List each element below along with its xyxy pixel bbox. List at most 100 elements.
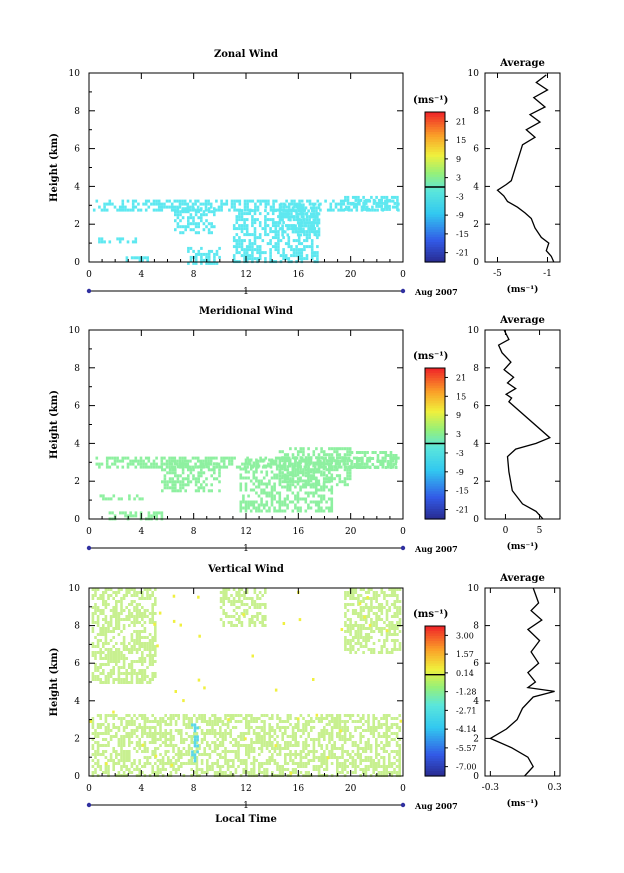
- heatmap-cell: [122, 765, 126, 768]
- heatmap-cell: [125, 726, 128, 729]
- heatmap-cell: [381, 465, 385, 469]
- heatmap-cell: [330, 479, 334, 483]
- heatmap-cell: [276, 735, 279, 738]
- heatmap-cell: [285, 199, 288, 203]
- heatmap-cell: [393, 633, 397, 636]
- date-label: Aug 2007: [414, 544, 458, 554]
- heatmap-cell: [137, 202, 140, 206]
- heatmap-cell: [382, 771, 386, 774]
- average-y-tick-label: 6: [473, 145, 479, 155]
- heatmap-cell: [317, 483, 321, 487]
- heatmap-cell: [280, 208, 283, 212]
- heatmap-cell: [382, 756, 386, 759]
- heatmap-cell: [315, 738, 318, 741]
- heatmap-cell: [380, 756, 383, 759]
- heatmap-cell: [91, 732, 95, 735]
- heatmap-cell: [197, 249, 201, 253]
- heatmap-cell: [213, 771, 217, 774]
- heatmap-cell: [151, 672, 154, 675]
- heatmap-cell: [222, 624, 225, 627]
- heatmap-cell: [187, 759, 191, 762]
- heatmap-cell: [383, 195, 386, 199]
- heatmap-cell: [135, 735, 139, 738]
- heatmap-cell: [281, 765, 284, 768]
- heatmap-cell: [226, 750, 230, 753]
- heatmap-cell: [160, 465, 164, 469]
- heatmap-cell: [130, 717, 134, 720]
- heatmap-cell: [342, 202, 346, 206]
- heatmap-cell: [148, 588, 152, 591]
- heatmap-cell: [197, 595, 200, 599]
- heatmap-cell: [328, 741, 331, 744]
- heatmap-cell: [294, 209, 297, 213]
- heatmap-cell: [273, 506, 276, 510]
- heatmap-cell: [304, 726, 308, 729]
- heatmap-cell: [251, 603, 254, 606]
- heatmap-cell: [281, 509, 284, 513]
- heatmap-cell: [388, 753, 391, 756]
- heatmap-cell: [193, 714, 196, 717]
- heatmap-cell: [182, 738, 186, 741]
- heatmap-cell: [133, 732, 136, 735]
- heatmap-cell: [335, 447, 339, 451]
- heatmap-cell: [372, 762, 375, 765]
- heatmap-cell: [273, 461, 276, 465]
- heatmap-cell: [128, 723, 131, 726]
- heatmap-cell: [304, 762, 308, 765]
- heatmap-cell: [304, 471, 308, 475]
- heatmap-cell: [296, 467, 300, 471]
- x-tick-label: 16: [293, 784, 305, 794]
- heatmap-cell: [238, 227, 241, 231]
- heatmap-cell: [200, 762, 204, 765]
- heatmap-cell: [99, 494, 103, 498]
- heatmap-cell: [238, 465, 242, 469]
- heatmap-cell: [130, 636, 134, 639]
- heatmap-cell: [226, 720, 230, 723]
- heatmap-cell: [244, 467, 248, 471]
- heatmap-cell: [167, 738, 170, 741]
- colorbar-segment: [425, 169, 445, 173]
- heatmap-cell: [375, 747, 378, 750]
- heatmap-cell: [296, 218, 300, 222]
- heatmap-cell: [219, 729, 222, 732]
- heatmap-cell: [209, 459, 213, 463]
- heatmap-cell: [112, 747, 115, 750]
- heatmap-cell: [138, 714, 141, 717]
- heatmap-cell: [235, 594, 238, 597]
- heatmap-cell: [330, 503, 334, 507]
- average-title: Average: [499, 58, 545, 69]
- heatmap-cell: [336, 768, 339, 771]
- heatmap-cell: [295, 254, 298, 258]
- heatmap-cell: [96, 714, 100, 717]
- heatmap-cell: [184, 210, 187, 214]
- heatmap-cell: [177, 729, 180, 732]
- heatmap-cell: [238, 209, 241, 213]
- heatmap-cell: [336, 756, 339, 759]
- heatmap-cell: [108, 465, 112, 469]
- heatmap-cell: [304, 753, 308, 756]
- heatmap-cell: [258, 753, 261, 756]
- heatmap-cell: [383, 597, 386, 600]
- heatmap-cell: [330, 750, 334, 753]
- heatmap-cell: [359, 720, 362, 723]
- colorbar-segment: [425, 142, 445, 146]
- heatmap-cell: [197, 252, 201, 256]
- heatmap-cell: [96, 666, 100, 669]
- heatmap-cell: [141, 651, 144, 654]
- heatmap-cell: [176, 480, 180, 484]
- heatmap-cell: [277, 230, 280, 234]
- heatmap-cell: [385, 207, 389, 211]
- heatmap-cell: [305, 230, 309, 234]
- heatmap-cell: [96, 633, 100, 636]
- heatmap-cell: [300, 251, 304, 255]
- heatmap-cell: [284, 744, 287, 747]
- heatmap-cell: [130, 729, 134, 732]
- heatmap-cell: [391, 199, 395, 203]
- heatmap-cell: [215, 208, 218, 212]
- heatmap-cell: [138, 744, 141, 747]
- heatmap-cell: [230, 205, 234, 209]
- heatmap-cell: [350, 208, 353, 212]
- heatmap-cell: [278, 729, 282, 732]
- heatmap-cell: [109, 651, 113, 654]
- heatmap-cell: [308, 218, 311, 222]
